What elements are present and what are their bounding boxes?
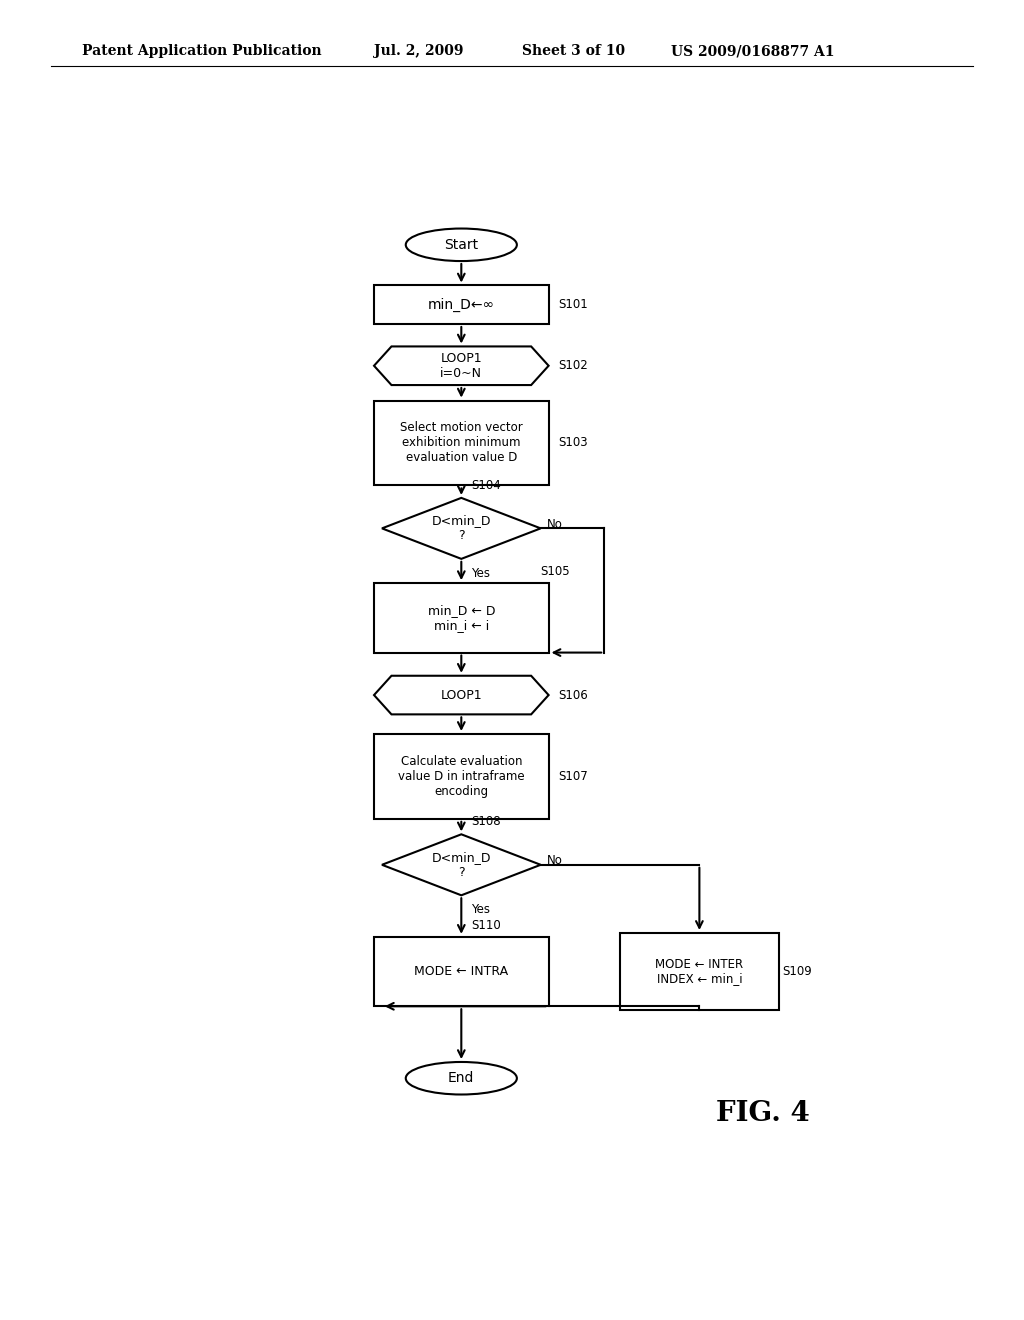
Bar — [374, 400, 549, 486]
Text: min_D ← D
min_i ← i: min_D ← D min_i ← i — [428, 603, 495, 632]
Text: S105: S105 — [541, 565, 570, 578]
Text: US 2009/0168877 A1: US 2009/0168877 A1 — [671, 45, 835, 58]
Text: S102: S102 — [558, 359, 588, 372]
Text: LOOP1: LOOP1 — [440, 689, 482, 701]
Text: End: End — [449, 1072, 474, 1085]
Bar — [374, 285, 549, 325]
Text: D<min_D
?: D<min_D ? — [431, 515, 492, 543]
Text: min_D←∞: min_D←∞ — [428, 298, 495, 312]
Text: MODE ← INTRA: MODE ← INTRA — [415, 965, 508, 978]
Text: S101: S101 — [558, 298, 588, 312]
Text: S106: S106 — [558, 689, 588, 701]
Bar — [374, 937, 549, 1006]
Text: Patent Application Publication: Patent Application Publication — [82, 45, 322, 58]
Text: Jul. 2, 2009: Jul. 2, 2009 — [374, 45, 463, 58]
Text: S108: S108 — [471, 816, 501, 828]
Text: MODE ← INTER
INDEX ← min_i: MODE ← INTER INDEX ← min_i — [655, 957, 743, 986]
Text: Calculate evaluation
value D in intraframe
encoding: Calculate evaluation value D in intrafra… — [398, 755, 524, 797]
Text: S110: S110 — [471, 919, 501, 932]
Text: D<min_D
?: D<min_D ? — [431, 851, 492, 879]
Bar — [374, 734, 549, 818]
Text: FIG. 4: FIG. 4 — [716, 1101, 810, 1127]
Text: No: No — [547, 854, 563, 867]
Text: S104: S104 — [471, 479, 501, 492]
Text: Yes: Yes — [471, 903, 489, 916]
Text: S107: S107 — [558, 770, 588, 783]
Bar — [374, 583, 549, 652]
Text: No: No — [547, 517, 563, 531]
Text: S103: S103 — [558, 437, 588, 450]
Text: S109: S109 — [782, 965, 812, 978]
Bar — [620, 933, 778, 1010]
Text: Start: Start — [444, 238, 478, 252]
Text: Select motion vector
exhibition minimum
evaluation value D: Select motion vector exhibition minimum … — [400, 421, 522, 465]
Text: Sheet 3 of 10: Sheet 3 of 10 — [522, 45, 626, 58]
Text: Yes: Yes — [471, 568, 489, 579]
Text: LOOP1
i=0~N: LOOP1 i=0~N — [440, 351, 482, 380]
